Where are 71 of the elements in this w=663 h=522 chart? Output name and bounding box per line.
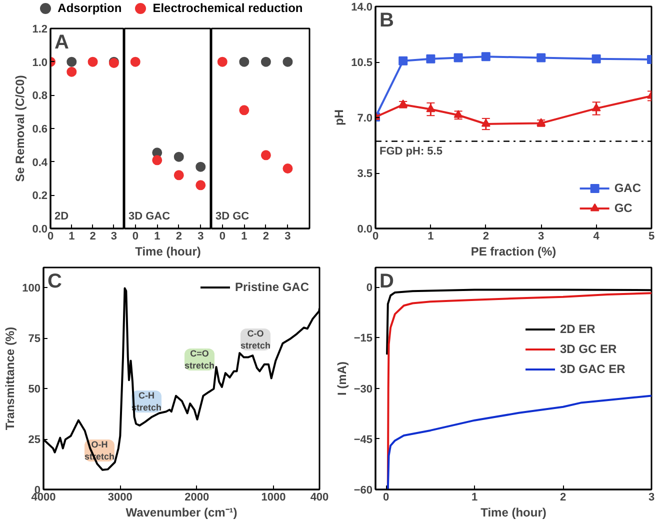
x-tick-label: 2 [482, 230, 489, 242]
x-axis-title: Time (hour) [135, 244, 201, 258]
legend-label: 2D ER [560, 322, 596, 336]
x-tick-label: 1 [472, 492, 478, 504]
x-tick-label: 3 [198, 230, 204, 242]
legend-label: Electrochemical reduction [152, 1, 303, 15]
y-tick-label: 0 [366, 282, 373, 294]
y-axis-title: I (mA) [334, 362, 349, 396]
x-tick-label: 400 [310, 492, 329, 504]
legend-label: 3D GC ER [560, 342, 617, 356]
y-tick-label: 0.2 [32, 190, 48, 202]
x-axis-title: Time (hour) [480, 506, 546, 520]
y-tick-label: 1.0 [32, 56, 48, 69]
ref-line-label: FGD pH: 5.5 [380, 145, 442, 158]
x-tick-label: 2 [176, 230, 182, 242]
x-tick-label: 3 [648, 492, 655, 504]
x-tick-label: 0 [132, 230, 138, 242]
legend-label: Pristine GAC [234, 280, 309, 294]
x-tick-label: 3 [284, 230, 291, 242]
x-tick-label: 3 [538, 230, 544, 242]
x-tick-label: 1 [154, 230, 160, 242]
y-axis-title: Transmittance (%) [3, 326, 18, 430]
legend-label: 3D GAC ER [560, 362, 626, 376]
y-tick-label: 0.0 [32, 224, 48, 236]
y-axis-title: Se Removal (C/C0) [13, 75, 28, 182]
annotation: C=O stretch [184, 348, 215, 370]
annotation: 2D [54, 210, 69, 222]
x-tick-label: 1 [428, 230, 434, 242]
annotation: C-O stretch [240, 328, 271, 350]
annotation: D [380, 270, 394, 292]
y-tick-label: 0.8 [32, 90, 48, 102]
legend-label: GC [614, 201, 634, 215]
y-tick-label: 0.4 [32, 156, 48, 169]
annotation: A [54, 32, 69, 54]
x-tick-label: 2 [262, 230, 270, 242]
y-tick-label: −45 [354, 434, 373, 446]
x-tick-label: 0 [383, 492, 390, 504]
y-tick-label: 50 [28, 384, 41, 396]
x-tick-label: 0 [219, 230, 226, 242]
y-tick-label: 3.5 [357, 168, 373, 180]
y-tick-label: 25 [28, 434, 41, 446]
y-tick-label: 100 [22, 282, 41, 295]
x-tick-label: 1 [68, 230, 75, 242]
y-tick-label: −60 [354, 484, 373, 496]
x-tick-label: 1 [241, 230, 248, 242]
x-tick-label: 1000 [261, 492, 286, 504]
y-tick-label: −30 [354, 383, 373, 396]
annotation: 3D GC [216, 210, 250, 222]
annotation: B [380, 10, 394, 32]
x-tick-label: 3000 [108, 492, 132, 504]
x-tick-label: 5 [648, 230, 655, 242]
annotation: 3D GAC [128, 210, 170, 222]
y-tick-label: 1.2 [32, 24, 48, 36]
legend-label: GAC [614, 181, 641, 195]
y-tick-label: 7.0 [357, 112, 373, 124]
legend-label: Adsorption [58, 1, 122, 15]
y-axis-title: pH [332, 110, 346, 126]
y-tick-label: 0.0 [357, 224, 373, 236]
x-tick-label: 2 [560, 492, 566, 504]
y-tick-label: −15 [354, 332, 373, 345]
x-tick-label: 2 [90, 230, 96, 242]
x-axis-title: PE fraction (%) [470, 244, 556, 258]
x-tick-label: 4 [593, 230, 600, 242]
x-tick-label: 2000 [184, 492, 210, 504]
y-tick-label: 75 [28, 333, 41, 346]
y-tick-label: 14.0 [351, 2, 373, 14]
annotation: C [48, 270, 62, 292]
y-tick-label: 0.6 [32, 124, 48, 136]
x-tick-label: 3 [110, 230, 117, 242]
y-tick-label: 10.5 [351, 57, 373, 69]
x-axis-title: Wavenumber (cm⁻¹) [126, 506, 238, 520]
